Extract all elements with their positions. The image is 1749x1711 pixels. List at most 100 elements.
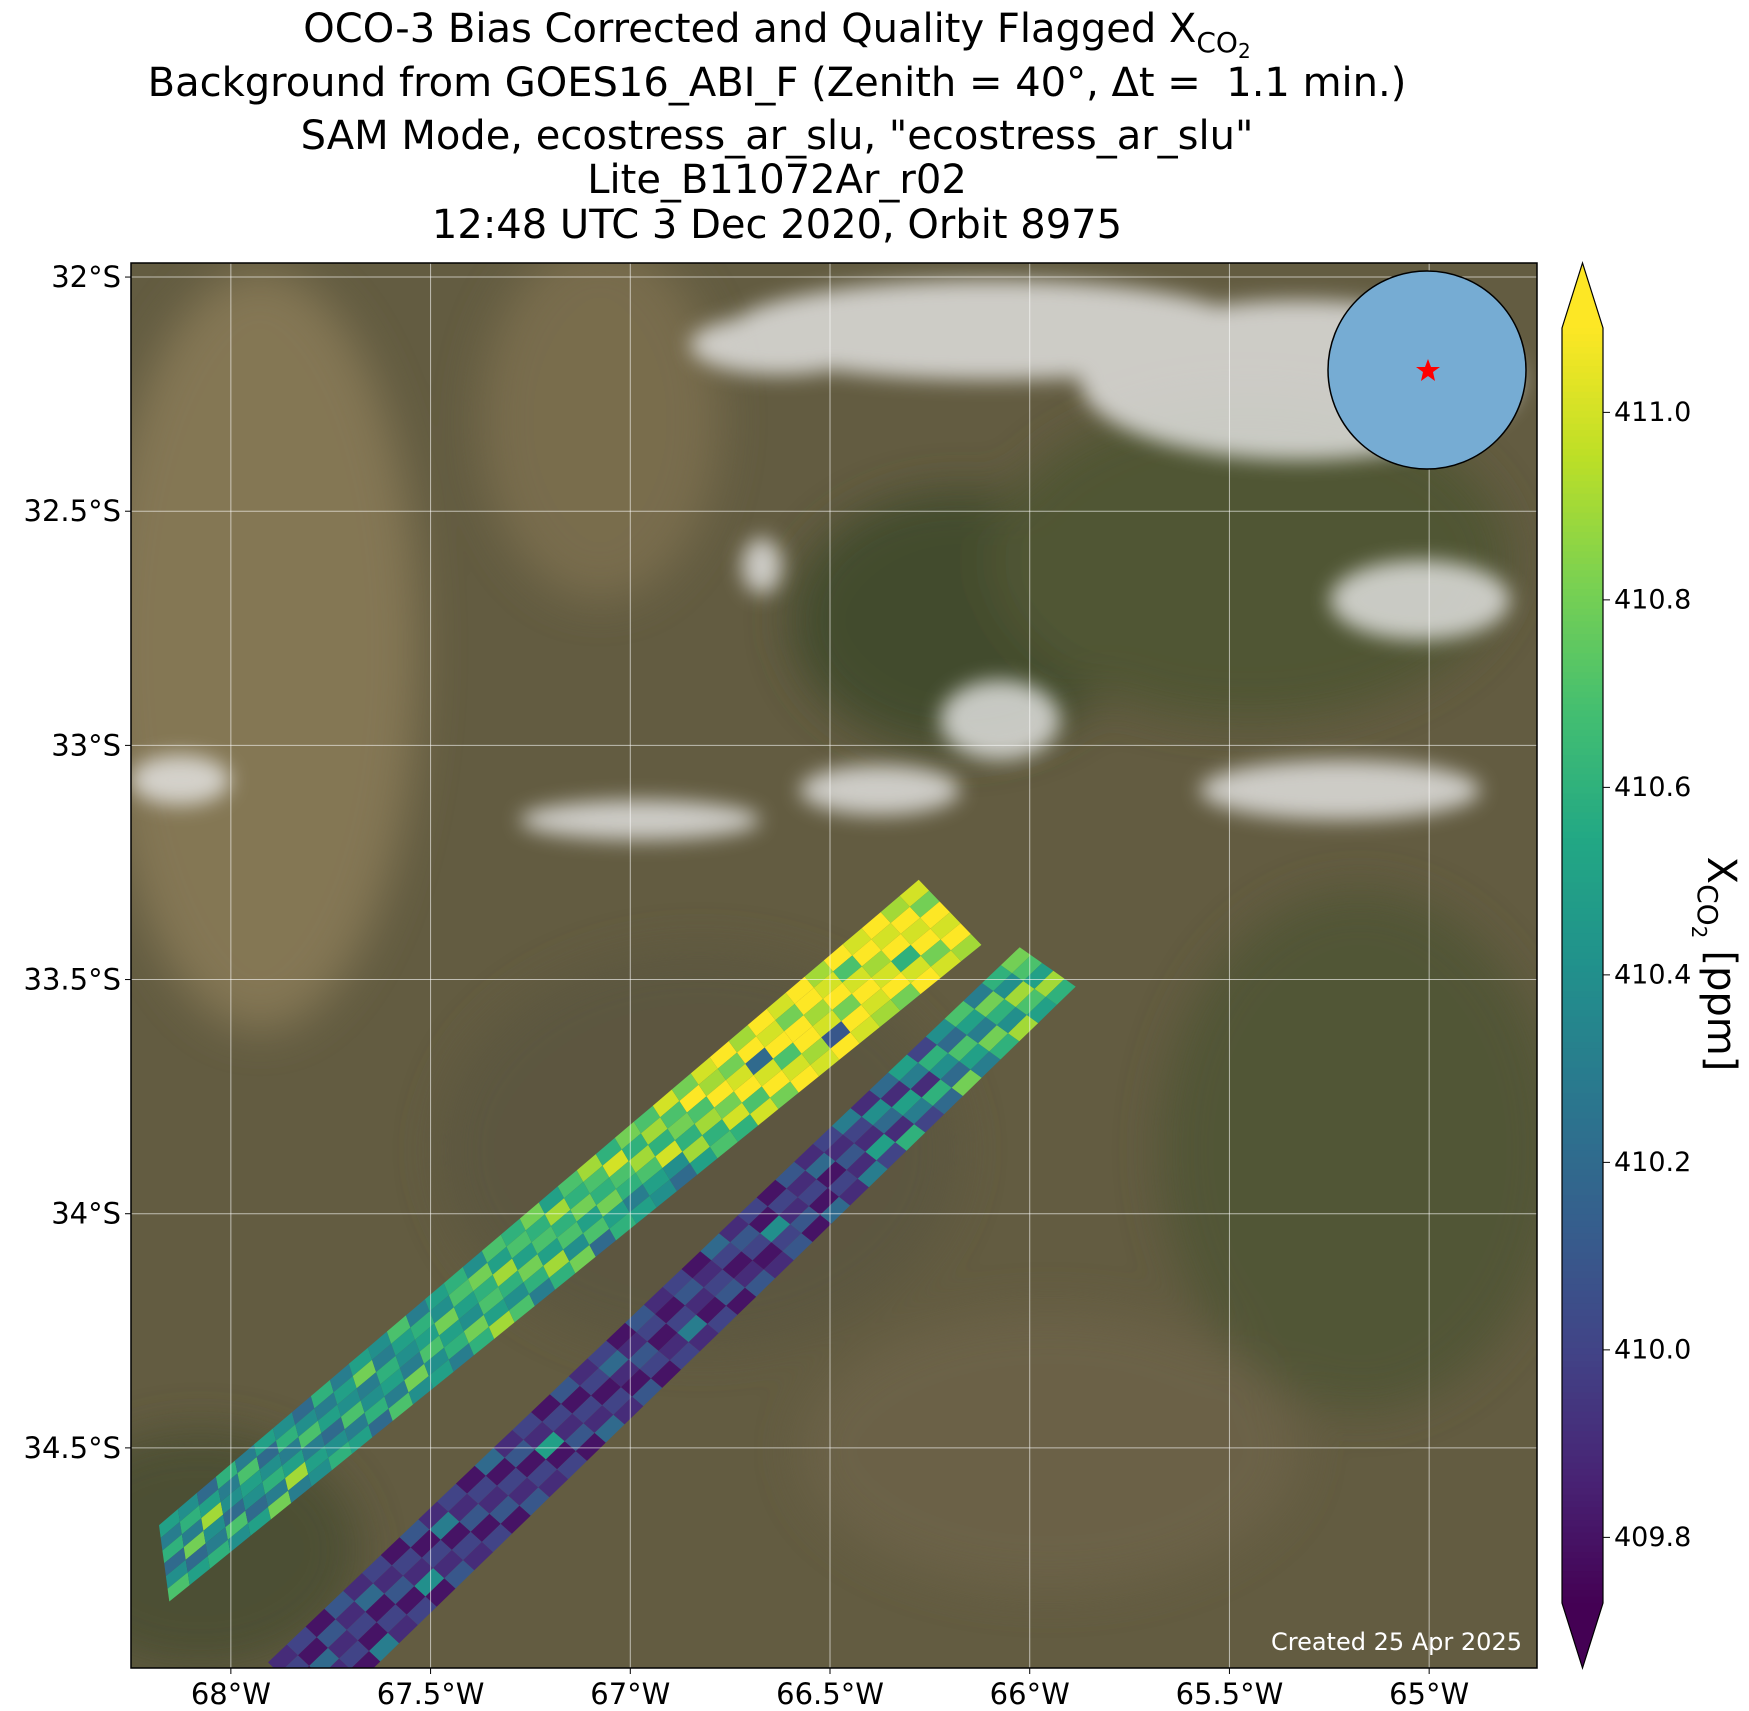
footprint bbox=[688, 1323, 719, 1352]
footprint bbox=[797, 1179, 828, 1207]
footprint bbox=[930, 912, 961, 940]
colorbar-slice bbox=[1562, 748, 1603, 756]
footprint bbox=[564, 1423, 595, 1452]
footprint bbox=[910, 928, 941, 956]
footprint bbox=[557, 1170, 584, 1199]
colorbar-slice bbox=[1562, 1577, 1603, 1585]
footprint bbox=[356, 1372, 381, 1401]
map-frame bbox=[130, 262, 1538, 1669]
colorbar-slice bbox=[1562, 1265, 1603, 1273]
footprint bbox=[443, 1267, 469, 1296]
x-tick-label: 65°W bbox=[1389, 1677, 1469, 1711]
footprint bbox=[448, 1343, 474, 1372]
footprint bbox=[339, 1640, 370, 1668]
footprint bbox=[403, 1557, 434, 1587]
footprint bbox=[332, 1669, 362, 1698]
footprint bbox=[352, 1359, 377, 1389]
footprint bbox=[563, 1233, 590, 1262]
colorbar-slice bbox=[1562, 799, 1603, 807]
footprint bbox=[839, 1178, 869, 1206]
colorbar-slice bbox=[1562, 1392, 1603, 1400]
footprint bbox=[711, 1242, 742, 1270]
footprint bbox=[648, 1128, 675, 1157]
colorbar-tick-label: 411.0 bbox=[1614, 397, 1691, 428]
footprint bbox=[439, 1319, 464, 1348]
footprint bbox=[733, 1075, 762, 1103]
footprint bbox=[876, 1142, 907, 1169]
colorbar-slice bbox=[1562, 736, 1603, 743]
footprint bbox=[786, 1170, 817, 1198]
colorbar-slice bbox=[1562, 1475, 1603, 1483]
footprint bbox=[925, 1018, 956, 1045]
footprint bbox=[418, 1501, 449, 1530]
footprint bbox=[609, 1212, 637, 1241]
footprint bbox=[406, 1596, 437, 1625]
footprint bbox=[616, 1172, 643, 1201]
footprint bbox=[609, 1359, 640, 1388]
footprint bbox=[745, 1047, 774, 1076]
footprint bbox=[179, 1505, 202, 1535]
footprint bbox=[679, 1084, 707, 1113]
footprint bbox=[655, 1296, 685, 1324]
footprint bbox=[428, 1359, 454, 1389]
footprint bbox=[895, 1124, 926, 1151]
footprint bbox=[963, 983, 994, 1009]
footprint bbox=[557, 1451, 587, 1480]
footprint bbox=[730, 1224, 761, 1252]
footprint bbox=[880, 895, 910, 923]
footprint bbox=[794, 1143, 825, 1171]
footprint bbox=[628, 1341, 659, 1369]
footprint bbox=[268, 1644, 298, 1668]
footprint bbox=[1004, 981, 1035, 1007]
footprint bbox=[247, 1506, 271, 1536]
footprint bbox=[880, 1080, 911, 1108]
footprint bbox=[531, 1226, 558, 1255]
footprint bbox=[677, 1314, 708, 1343]
footprint bbox=[344, 1412, 369, 1442]
colorbar-slice bbox=[1562, 595, 1603, 603]
footprint bbox=[655, 1140, 683, 1168]
footprint bbox=[365, 1593, 396, 1623]
footprint bbox=[989, 1033, 1020, 1060]
footprint bbox=[667, 1112, 695, 1141]
footprint bbox=[240, 1469, 263, 1499]
footprint bbox=[685, 1287, 715, 1315]
footprint bbox=[821, 1021, 851, 1049]
footprint bbox=[346, 1611, 377, 1641]
colorbar-slice bbox=[1562, 927, 1603, 935]
footprint bbox=[337, 1388, 361, 1417]
footprint bbox=[575, 1432, 606, 1461]
colorbar-slice bbox=[1562, 774, 1603, 782]
colorbar-slice bbox=[1562, 984, 1603, 992]
footprint bbox=[415, 1323, 440, 1352]
colorbar-slice bbox=[1562, 806, 1603, 814]
footprint bbox=[733, 1260, 764, 1288]
colorbar-slice bbox=[1562, 1271, 1603, 1279]
footprint bbox=[741, 1233, 772, 1261]
colorbar-slice bbox=[1562, 640, 1603, 648]
footprint bbox=[820, 1196, 851, 1224]
footprint bbox=[478, 1485, 509, 1514]
footprint bbox=[639, 1350, 670, 1379]
footprint bbox=[702, 1119, 730, 1147]
colorbar-slice bbox=[1562, 1405, 1603, 1413]
footprint bbox=[785, 976, 814, 1004]
footprint bbox=[937, 1026, 967, 1054]
colorbar-slice bbox=[1562, 876, 1603, 884]
footprint bbox=[569, 1245, 596, 1274]
location-star bbox=[1416, 359, 1440, 381]
footprint bbox=[227, 1523, 251, 1553]
colorbar-tick-label: 410.8 bbox=[1614, 584, 1691, 615]
colorbar-slice bbox=[1562, 532, 1603, 539]
footprint bbox=[865, 1133, 896, 1161]
footprint bbox=[429, 1295, 454, 1324]
footprint bbox=[310, 1380, 334, 1409]
colorbar-slice bbox=[1562, 997, 1603, 1005]
footprint bbox=[810, 1048, 840, 1077]
footprint bbox=[298, 1637, 328, 1666]
footprint bbox=[709, 1130, 738, 1159]
footprint bbox=[761, 1070, 791, 1098]
x-tick-label: 65.5°W bbox=[1176, 1677, 1284, 1711]
subtitle: SAM Mode, ecostress_ar_slu, "ecostress_a… bbox=[301, 113, 1254, 159]
colorbar-slice bbox=[1562, 493, 1603, 501]
